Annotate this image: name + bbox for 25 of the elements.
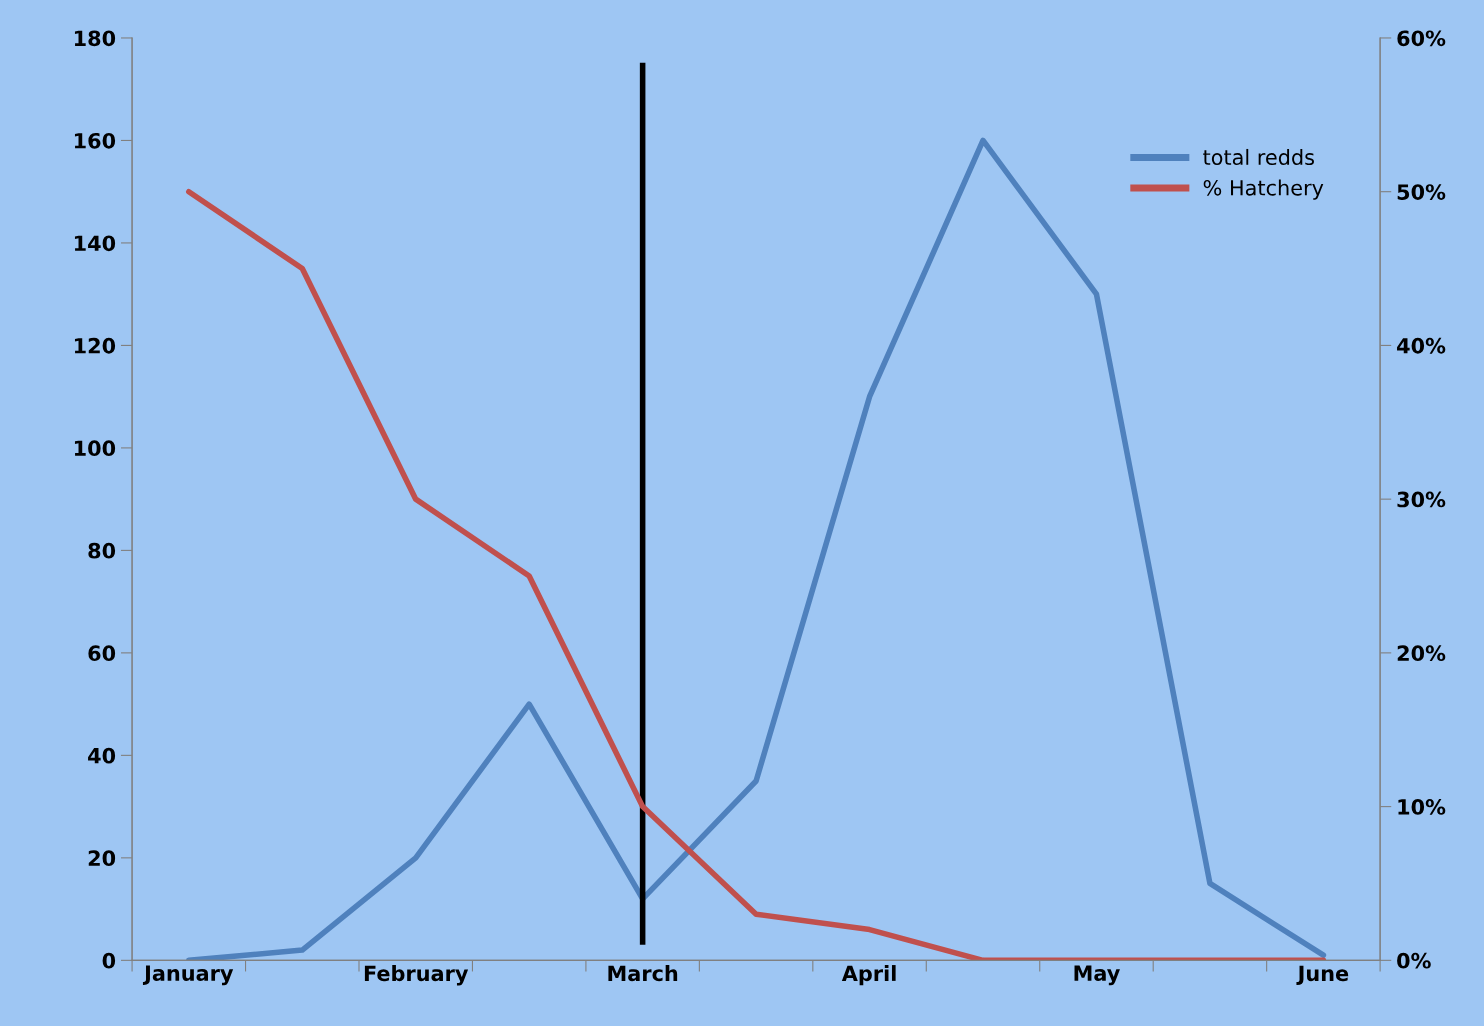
x-tick-label: February <box>364 965 469 986</box>
y-tick-label: 160 <box>74 132 116 149</box>
y2-tick-label: 10% <box>1398 799 1446 815</box>
y-tick-label: 140 <box>74 235 116 252</box>
legend-label: total redds <box>1203 148 1314 166</box>
y-tick-label: 100 <box>74 440 116 457</box>
y-tick-label: 40 <box>88 747 116 764</box>
y2-tick-label: 60% <box>1397 30 1446 47</box>
x-tick-label: April <box>841 965 896 986</box>
y2-tick-label: 20% <box>1397 645 1446 662</box>
y2-tick-label: 50% <box>1397 184 1446 200</box>
x-tick-label: January <box>142 965 234 986</box>
x-tick-label: March <box>608 965 678 982</box>
y-tick-label: 120 <box>74 337 116 354</box>
y2-tick-label: 40% <box>1397 337 1446 354</box>
y-tick-label: 20 <box>88 850 116 867</box>
y-tick-label: 180 <box>74 30 116 47</box>
y-tick-label: 0 <box>102 952 116 969</box>
y-tick-label: 60 <box>88 645 116 662</box>
y2-tick-label: 0% <box>1397 952 1431 969</box>
y-tick-label: 80 <box>88 542 116 559</box>
legend-label: % Hatchery <box>1203 179 1324 200</box>
y2-tick-label: 30% <box>1397 491 1446 508</box>
x-tick-label: May <box>1074 965 1120 986</box>
x-tick-label: June <box>1296 965 1349 986</box>
